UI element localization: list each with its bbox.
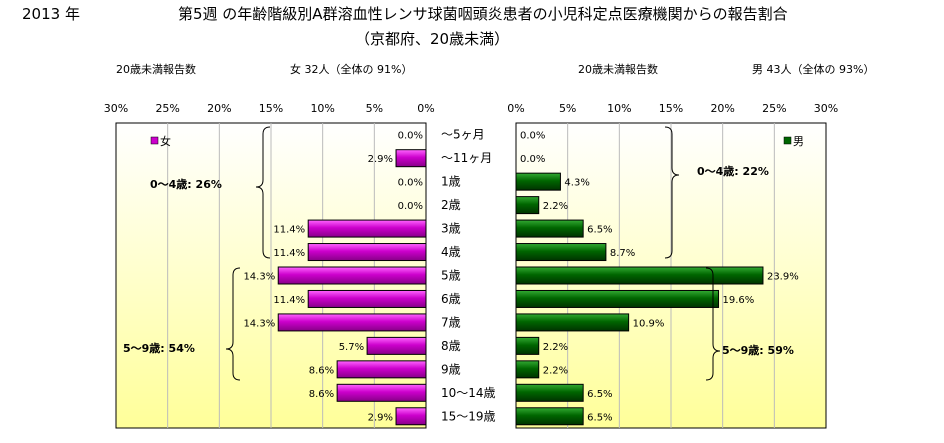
male-bar [515, 313, 630, 332]
female-bar [277, 266, 427, 285]
female-legend-swatch [150, 136, 159, 145]
right-tick-label: 0% [507, 102, 524, 115]
right-tick-label: 25% [762, 102, 786, 115]
left-report-summary: 女 32人（全体の 91%） [290, 63, 413, 76]
female-bar [307, 219, 427, 238]
chart-title: 第5週 の年齢階級別A群溶血性レンサ球菌咽頭炎患者の小児科定点医療機関からの報告… [178, 5, 788, 23]
male-bar [515, 383, 584, 402]
left-brace-0-4 [255, 126, 271, 259]
male-bar [515, 289, 720, 308]
female-legend-label: 女 [160, 134, 171, 148]
male-bar [515, 172, 561, 191]
right-tick-label: 15% [659, 102, 683, 115]
category-label: 6歳 [441, 292, 461, 306]
category-label: ～11ヶ月 [441, 151, 492, 165]
left-brace-5-9 [225, 267, 241, 381]
female-value-label: 0.0% [398, 178, 423, 189]
male-value-label: 4.3% [564, 178, 589, 189]
female-value-label: 11.4% [273, 225, 305, 236]
male-value-label: 8.7% [610, 248, 635, 259]
left-tick-label: 30% [104, 102, 128, 115]
category-label: ～5ヶ月 [441, 128, 485, 142]
left-note-0-4: 0～4歳: 26% [150, 177, 222, 191]
category-label: 9歳 [441, 362, 461, 376]
year-label: 2013 年 [22, 5, 80, 23]
male-value-label: 6.5% [587, 225, 612, 236]
left-tick-label: 25% [155, 102, 179, 115]
category-label: 10～14歳 [441, 386, 496, 400]
female-value-label: 8.6% [309, 389, 334, 400]
left-tick-label: 0% [417, 102, 434, 115]
category-label: 5歳 [441, 269, 461, 283]
male-value-label: 23.9% [767, 272, 799, 283]
right-note-0-4: 0～4歳: 22% [697, 164, 769, 178]
left-tick-label: 20% [207, 102, 231, 115]
left-tick-label: 5% [366, 102, 383, 115]
male-bar [515, 336, 540, 355]
female-value-label: 2.9% [368, 412, 393, 423]
left-report-heading: 20歳未満報告数 [116, 63, 196, 76]
male-bar [515, 243, 607, 262]
male-legend-label: 男 [793, 135, 804, 148]
male-bar [515, 219, 584, 238]
male-bar [515, 266, 764, 285]
right-brace-5-9 [705, 267, 721, 381]
right-tick-label: 30% [814, 102, 838, 115]
male-bar [515, 360, 540, 379]
female-bar [336, 383, 427, 402]
male-value-label: 0.0% [520, 131, 545, 142]
female-value-label: 14.3% [243, 272, 275, 283]
male-bar [515, 196, 540, 215]
chart-subtitle: （京都府、20歳未満） [355, 30, 510, 48]
male-legend-swatch [783, 136, 792, 145]
right-tick-label: 10% [607, 102, 631, 115]
male-value-label: 0.0% [520, 154, 545, 165]
left-note-5-9: 5～9歳: 54% [123, 341, 195, 355]
male-value-label: 19.6% [723, 295, 755, 306]
male-value-label: 6.5% [587, 412, 612, 423]
female-bar [395, 149, 427, 168]
female-bar [336, 360, 427, 379]
right-report-summary: 男 43人（全体の 93%） [752, 63, 875, 76]
male-value-label: 2.2% [543, 365, 568, 376]
female-bar [366, 336, 427, 355]
category-label: 15～19歳 [441, 409, 496, 423]
female-value-label: 14.3% [243, 318, 275, 329]
left-tick-label: 10% [310, 102, 334, 115]
category-label: 8歳 [441, 339, 461, 353]
female-value-label: 8.6% [309, 365, 334, 376]
male-value-label: 6.5% [587, 389, 612, 400]
right-report-heading: 20歳未満報告数 [578, 63, 658, 76]
right-tick-label: 20% [710, 102, 734, 115]
category-label: 2歳 [441, 198, 461, 212]
right-brace-0-4 [664, 126, 680, 259]
female-bar [395, 407, 427, 426]
male-value-label: 2.2% [543, 342, 568, 353]
category-label: 4歳 [441, 245, 461, 259]
right-tick-label: 5% [559, 102, 576, 115]
female-bar [307, 289, 427, 308]
female-value-label: 11.4% [273, 295, 305, 306]
female-value-label: 11.4% [273, 248, 305, 259]
category-label: 1歳 [441, 175, 461, 189]
female-value-label: 2.9% [368, 154, 393, 165]
right-note-5-9: 5～9歳: 59% [722, 343, 794, 357]
female-value-label: 5.7% [339, 342, 364, 353]
female-value-label: 0.0% [398, 131, 423, 142]
male-value-label: 10.9% [633, 318, 665, 329]
left-tick-label: 15% [259, 102, 283, 115]
female-value-label: 0.0% [398, 201, 423, 212]
female-bar [277, 313, 427, 332]
female-bar [307, 243, 427, 262]
category-label: 3歳 [441, 222, 461, 236]
category-label: 7歳 [441, 315, 461, 329]
male-value-label: 2.2% [543, 201, 568, 212]
male-bar [515, 407, 584, 426]
